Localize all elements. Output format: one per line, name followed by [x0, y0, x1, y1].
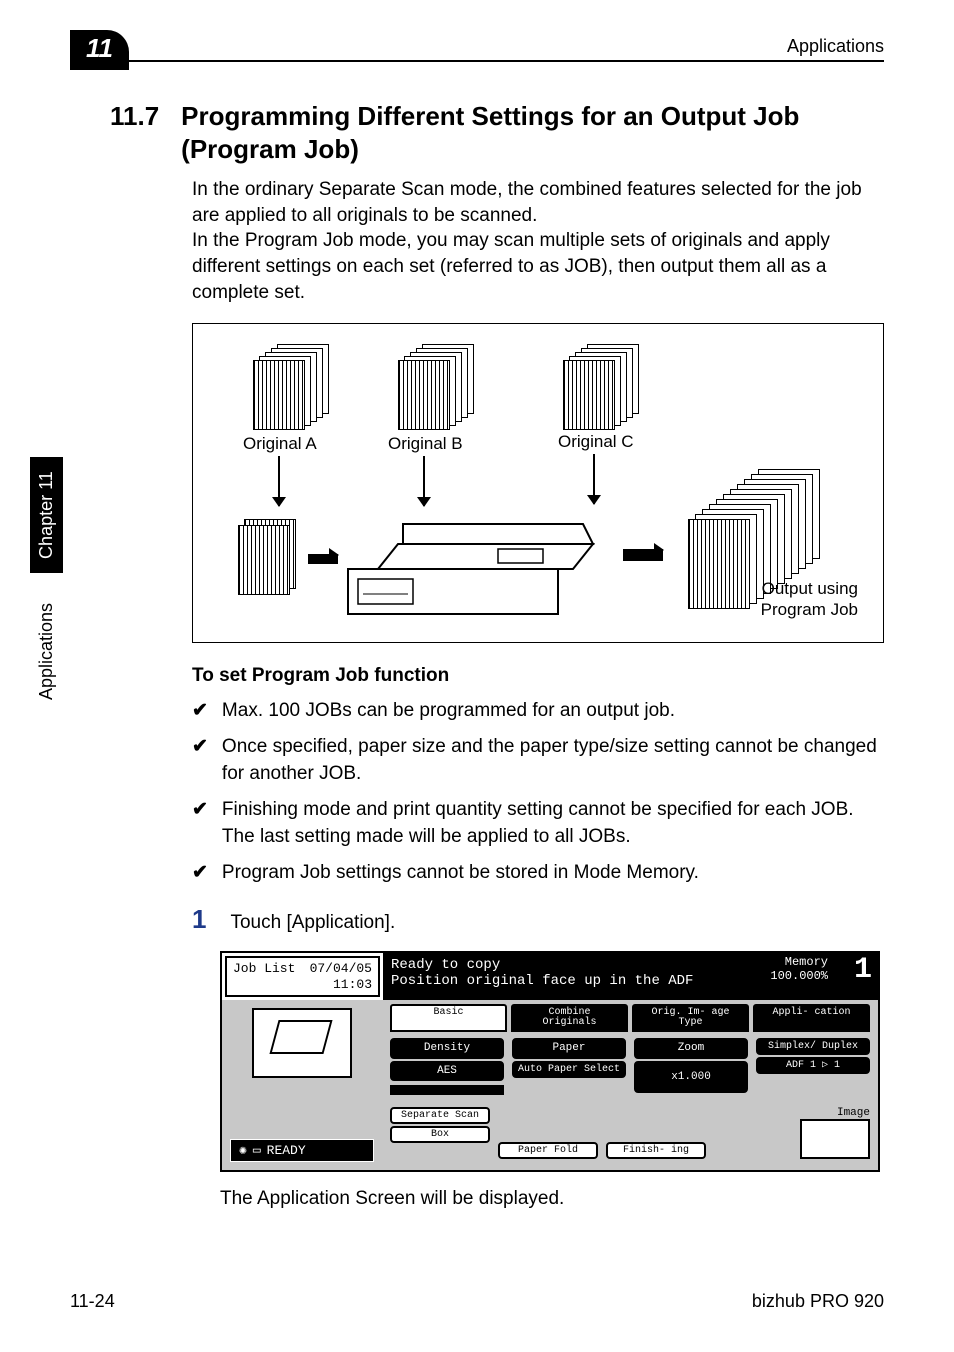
step-text: Touch [Application].	[230, 912, 395, 934]
check-icon: ✔	[192, 796, 208, 851]
job-list-time: 11:03	[333, 977, 372, 992]
header-section-label: Applications	[787, 36, 884, 57]
product-name: bizhub PRO 920	[752, 1291, 884, 1312]
check-3: Finishing mode and print quantity settin…	[222, 796, 884, 851]
side-applications: Applications	[36, 603, 57, 700]
copy-count: 1	[854, 953, 872, 987]
check-icon: ✔	[192, 859, 208, 887]
page-number: 11-24	[70, 1291, 115, 1312]
btn-aes[interactable]: AES	[390, 1061, 504, 1081]
check-icon: ✔	[192, 697, 208, 725]
btn-auto-paper[interactable]: Auto Paper Select	[512, 1061, 626, 1078]
check-icon: ✔	[192, 733, 208, 788]
tab-orig[interactable]: Orig. Im- age Type	[632, 1004, 749, 1032]
intro-paragraph-1: In the ordinary Separate Scan mode, the …	[192, 177, 884, 228]
density-slider[interactable]	[390, 1085, 504, 1095]
btn-simplex[interactable]: Simplex/ Duplex	[756, 1038, 870, 1055]
tab-basic[interactable]: Basic	[390, 1004, 507, 1032]
figure-label-c: Original C	[558, 432, 634, 452]
memory-label: Memory	[770, 955, 828, 969]
btn-box[interactable]: Box	[390, 1126, 490, 1143]
copier-icon	[252, 1008, 352, 1078]
check-2: Once specified, paper size and the paper…	[222, 733, 884, 788]
gear-icon: ✺	[239, 1143, 247, 1158]
job-list-box: Job List 07/04/05 11:03	[225, 956, 380, 997]
left-panel: ✺ ▭ READY	[222, 1000, 382, 1170]
check-4: Program Job settings cannot be stored in…	[222, 859, 699, 887]
lcd-screenshot: Job List 07/04/05 11:03 Ready to copy Pos…	[220, 951, 880, 1172]
btn-paper[interactable]: Paper	[512, 1038, 626, 1058]
job-list-label: Job List	[233, 961, 295, 976]
screen-icon: ▭	[253, 1143, 261, 1158]
checklist: ✔ Max. 100 JOBs can be programmed for an …	[192, 697, 884, 886]
scanner-illustration	[343, 514, 603, 624]
btn-adf[interactable]: ADF 1 ▷ 1	[756, 1057, 870, 1074]
status-bar: Ready to copy Position original face up …	[383, 953, 878, 1000]
btn-separate-scan[interactable]: Separate Scan	[390, 1107, 490, 1124]
job-list-date: 07/04/05	[310, 961, 372, 976]
intro-paragraph-2: In the Program Job mode, you may scan mu…	[192, 228, 884, 305]
tab-application[interactable]: Appli- cation	[753, 1004, 870, 1032]
btn-finishing[interactable]: Finish- ing	[606, 1142, 706, 1159]
figure-output-line1: Output using	[762, 579, 858, 599]
after-screen-text: The Application Screen will be displayed…	[220, 1188, 884, 1210]
section-title: Programming Different Settings for an Ou…	[181, 100, 884, 165]
header-rule	[70, 60, 884, 62]
check-1: Max. 100 JOBs can be programmed for an o…	[222, 697, 675, 725]
memory-value: 100.000%	[770, 969, 828, 983]
subheading: To set Program Job function	[192, 665, 884, 687]
figure-output-line2: Program Job	[761, 600, 858, 620]
figure-label-b: Original B	[388, 434, 463, 454]
btn-x1[interactable]: x1.000	[634, 1061, 748, 1093]
btn-paper-fold[interactable]: Paper Fold	[498, 1142, 598, 1159]
section-number: 11.7	[110, 100, 159, 165]
tab-combine[interactable]: Combine Originals	[511, 1004, 628, 1032]
ready-label: READY	[267, 1143, 306, 1158]
side-chapter: Chapter 11	[30, 457, 63, 573]
step-number: 1	[192, 904, 206, 935]
chapter-number-tab: 11	[70, 30, 129, 70]
diagram-figure: Original A Original B Original C	[192, 323, 884, 643]
figure-label-a: Original A	[243, 434, 317, 454]
side-tab: Applications Chapter 11	[30, 457, 63, 700]
btn-zoom[interactable]: Zoom	[634, 1038, 748, 1058]
image-preview-box	[800, 1119, 870, 1159]
ready-indicator: ✺ ▭ READY	[230, 1139, 374, 1162]
image-label: Image	[837, 1107, 870, 1119]
btn-density[interactable]: Density	[390, 1038, 504, 1058]
